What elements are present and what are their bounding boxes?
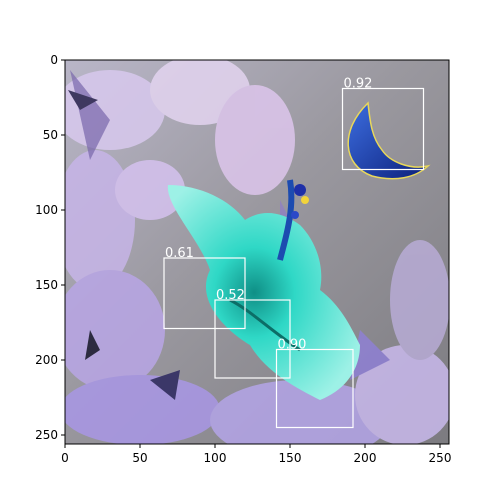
x-tick-label: 0 [61, 451, 69, 465]
crescent-moon [347, 101, 431, 180]
y-tick-label: 250 [35, 428, 58, 442]
detection-box [341, 87, 425, 171]
inverted-hibiscus-photo [65, 60, 449, 444]
detection-score: 0.52 [216, 288, 245, 303]
flower [167, 179, 360, 400]
x-tick-label: 100 [204, 451, 227, 465]
y-tick-label: 200 [35, 353, 58, 367]
detection-overlay: 0.92 0.61 0.52 0.90 [163, 77, 425, 429]
detection-score: 0.61 [165, 246, 194, 261]
axes-frame [64, 59, 450, 445]
x-tick-label: 50 [132, 451, 147, 465]
x-tick-label: 250 [429, 451, 452, 465]
detection-box [275, 348, 354, 429]
x-tick-label: 200 [354, 451, 377, 465]
detection-score: 0.92 [344, 77, 373, 92]
y-tick-label: 50 [43, 128, 58, 142]
x-tick-label: 150 [279, 451, 302, 465]
detection-box [214, 299, 291, 379]
foliage [65, 60, 449, 444]
y-tick-label: 100 [35, 203, 58, 217]
detection-score: 0.90 [278, 338, 307, 353]
y-tick-label: 150 [35, 278, 58, 292]
y-tick-label: 0 [50, 53, 58, 67]
detection-box [163, 257, 246, 330]
